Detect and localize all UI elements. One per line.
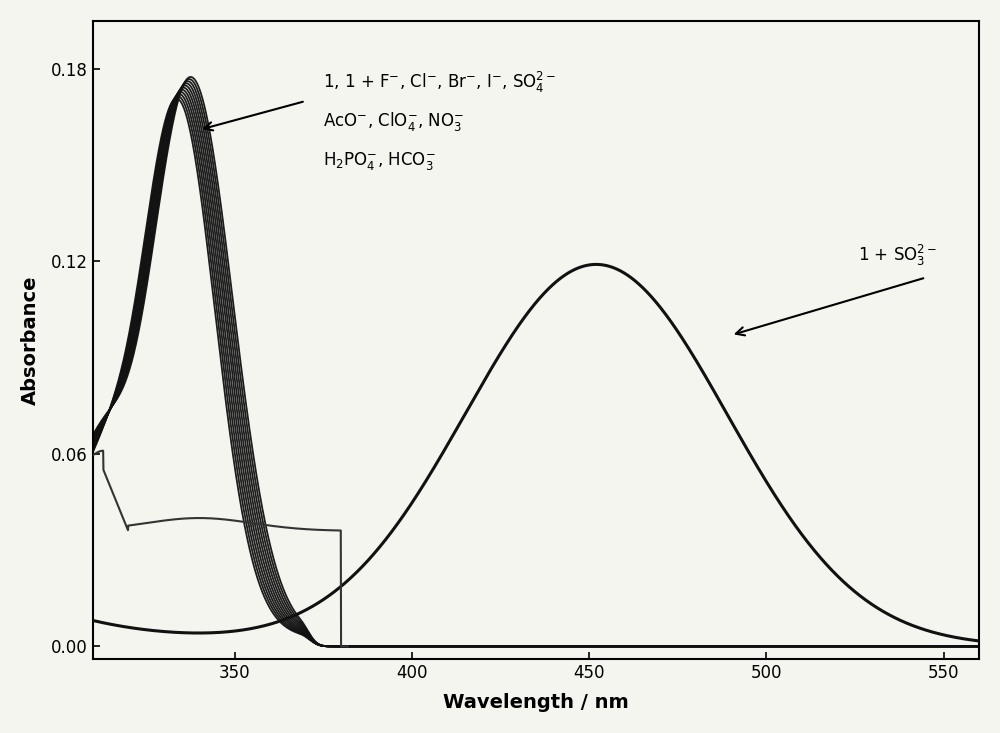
X-axis label: Wavelength / nm: Wavelength / nm: [443, 693, 629, 712]
Text: AcO$^{-}$, ClO$_4^{-}$, NO$_3^{-}$: AcO$^{-}$, ClO$_4^{-}$, NO$_3^{-}$: [323, 110, 464, 133]
Text: $1$ + SO$_3^{2-}$: $1$ + SO$_3^{2-}$: [858, 243, 937, 268]
Text: H$_2$PO$_4^{-}$, HCO$_3^{-}$: H$_2$PO$_4^{-}$, HCO$_3^{-}$: [323, 150, 436, 172]
Y-axis label: Absorbance: Absorbance: [21, 276, 40, 405]
Text: $1$, $1$ + F$^{-}$, Cl$^{-}$, Br$^{-}$, I$^{-}$, SO$_4^{2-}$: $1$, $1$ + F$^{-}$, Cl$^{-}$, Br$^{-}$, …: [323, 70, 556, 95]
